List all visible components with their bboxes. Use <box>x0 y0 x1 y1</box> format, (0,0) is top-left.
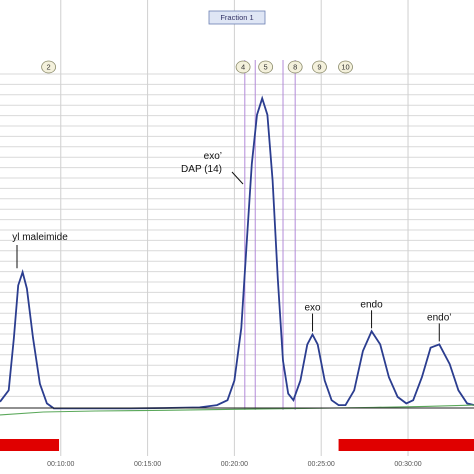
series-line-1 <box>0 95 474 410</box>
fraction-marker-badge <box>235 60 251 74</box>
peak-annotation-label: yl maleimide <box>12 232 68 243</box>
fraction-marker-badge <box>258 60 274 74</box>
fraction-collection-bar <box>0 439 60 451</box>
x-tick-label: 00:15:00 <box>134 461 161 468</box>
fraction-marker-label: 2 <box>47 63 51 72</box>
peak-annotation-label: exo <box>304 303 321 314</box>
fraction-marker-badge <box>41 60 57 74</box>
fraction-marker-label: 10 <box>341 63 349 72</box>
fraction-marker-badge <box>338 60 353 74</box>
peak-annotation-label: exo’ <box>204 151 222 162</box>
x-tick-label: 00:10:00 <box>47 461 74 468</box>
fraction-marker-label: 8 <box>293 63 297 72</box>
fraction-marker-label: 5 <box>264 63 268 72</box>
fraction-collection-bar <box>338 439 474 451</box>
x-tick-label: 00:25:00 <box>308 461 335 468</box>
x-tick-label: 00:20:00 <box>221 461 248 468</box>
fraction-marker-badge <box>312 60 327 74</box>
chart-title: Fraction 1 <box>220 13 253 22</box>
series-line-2 <box>0 404 474 416</box>
chart-title-box <box>208 10 266 25</box>
peak-annotation-label: DAP (14) <box>181 164 222 175</box>
peak-annotation-label: endo’ <box>427 312 451 323</box>
annotation-leader-line <box>231 171 244 185</box>
fraction-marker-label: 9 <box>317 63 321 72</box>
fraction-marker-badge <box>287 60 303 74</box>
fraction-marker-label: 4 <box>241 63 245 72</box>
peak-annotation-label: endo <box>360 299 383 310</box>
x-tick-label: 00:30:00 <box>394 461 421 468</box>
